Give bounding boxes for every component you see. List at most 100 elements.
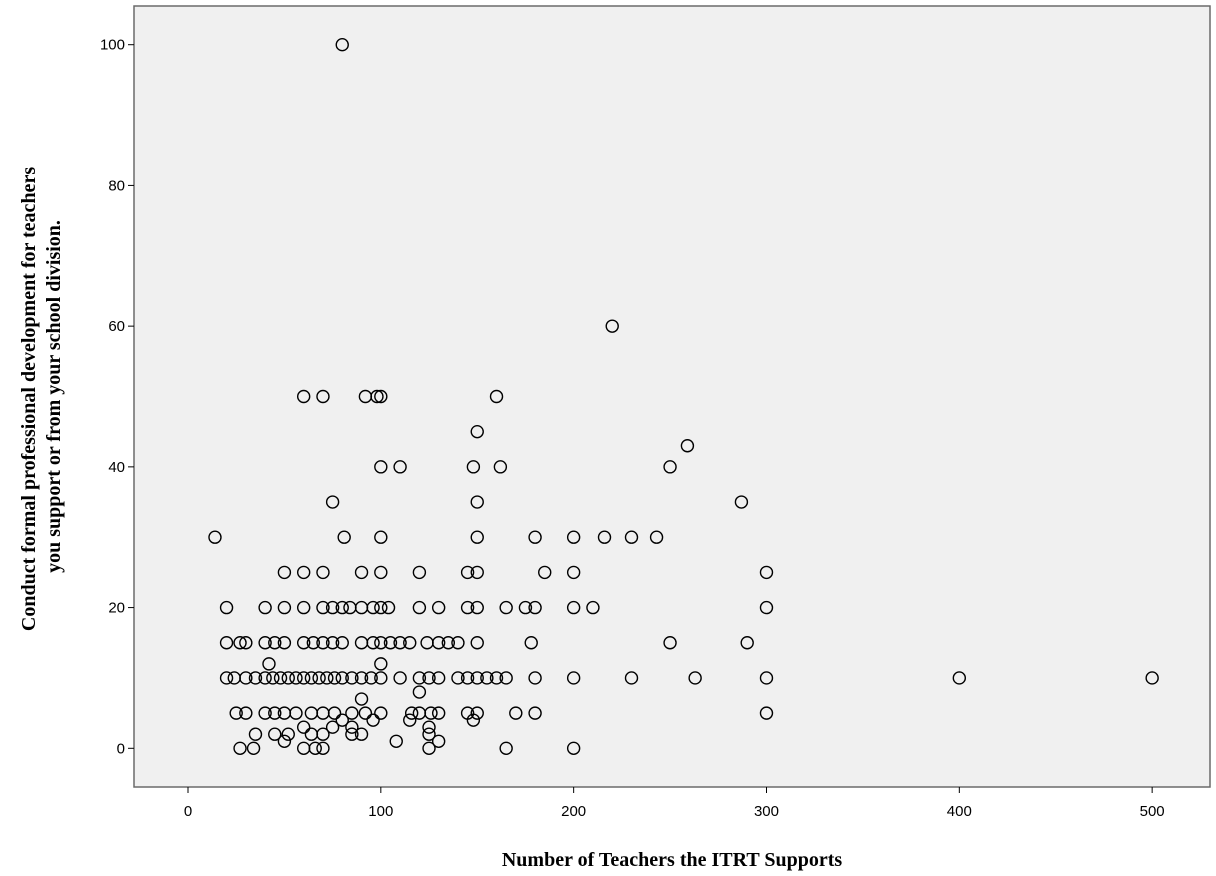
data-point (219, 671, 234, 685)
data-point (470, 600, 484, 615)
data-points (208, 37, 1159, 756)
data-point (316, 565, 330, 580)
data-point (268, 636, 282, 650)
data-point (441, 636, 456, 650)
data-point (470, 530, 484, 544)
data-point (412, 685, 427, 699)
data-point (404, 706, 419, 720)
data-point (412, 565, 427, 580)
data-point (393, 460, 407, 474)
data-point (393, 671, 407, 685)
data-point (304, 671, 319, 685)
data-point (219, 636, 234, 650)
data-point (422, 720, 436, 734)
data-point (277, 636, 292, 650)
data-point (470, 671, 484, 685)
data-point (345, 706, 359, 720)
data-point (320, 671, 334, 685)
data-point (374, 530, 388, 544)
data-point (325, 720, 340, 734)
y-axis: 0 20 40 60 80 100 (100, 37, 134, 757)
data-point (431, 706, 446, 720)
data-point (358, 706, 373, 720)
data-point (422, 727, 436, 741)
data-point (335, 636, 349, 650)
data-point (248, 671, 263, 685)
data-point (403, 636, 417, 650)
data-point (316, 600, 330, 615)
data-point (374, 565, 388, 580)
data-point (528, 530, 542, 544)
data-point (493, 460, 508, 474)
data-point (688, 671, 702, 685)
data-point (466, 460, 481, 474)
data-point (239, 671, 253, 685)
data-point (470, 495, 484, 509)
data-point (1145, 671, 1159, 685)
data-point (335, 600, 349, 615)
plot-area (133, 5, 1211, 788)
data-point (470, 565, 484, 580)
data-point (374, 460, 388, 474)
data-point (233, 741, 247, 756)
data-point (470, 636, 484, 650)
y-tick-label: 60 (108, 318, 125, 335)
data-point (499, 600, 513, 615)
x-tick-label: 300 (754, 803, 779, 820)
data-point (403, 713, 417, 727)
data-point (566, 565, 581, 580)
data-point (281, 671, 295, 685)
data-point (327, 706, 342, 720)
data-point (354, 692, 369, 706)
data-point (470, 424, 484, 439)
data-point (663, 460, 677, 474)
data-point (381, 600, 396, 615)
data-point (480, 671, 494, 685)
x-tick-label: 500 (1140, 803, 1165, 820)
data-point (566, 671, 581, 685)
x-tick-label: 0 (184, 803, 192, 820)
data-point (296, 720, 311, 734)
x-axis-title: Number of Teachers the ITRT Supports (502, 849, 842, 871)
data-point (518, 600, 533, 615)
x-tick-label: 200 (561, 803, 586, 820)
data-point (566, 600, 581, 615)
data-point (258, 636, 272, 650)
data-point (759, 706, 774, 720)
data-point (364, 671, 378, 685)
data-point (424, 706, 438, 720)
data-point (337, 530, 351, 544)
data-point (374, 636, 388, 650)
data-point (296, 565, 311, 580)
data-point (431, 600, 446, 615)
data-point (327, 671, 342, 685)
y-axis-title-line-2: you support or from your school division… (43, 220, 65, 573)
data-point (524, 636, 538, 650)
data-point (268, 706, 282, 720)
data-point (229, 706, 243, 720)
data-point (312, 671, 326, 685)
y-tick-label: 0 (117, 740, 125, 757)
data-point (354, 727, 369, 741)
data-point (431, 734, 446, 748)
data-point (489, 671, 504, 685)
data-point (335, 713, 349, 727)
data-point (489, 389, 504, 404)
data-point (374, 657, 388, 671)
data-point (345, 727, 359, 741)
data-point (289, 706, 303, 720)
data-point (325, 495, 340, 509)
data-point (239, 636, 253, 650)
data-point (624, 671, 639, 685)
data-point (422, 671, 436, 685)
data-point (528, 671, 542, 685)
y-tick-label: 20 (108, 600, 125, 617)
data-point (335, 37, 349, 52)
data-point (451, 671, 465, 685)
data-point (663, 636, 677, 650)
data-point (370, 389, 384, 404)
data-point (246, 741, 261, 756)
data-point (258, 706, 272, 720)
data-point (306, 636, 321, 650)
data-point (624, 530, 639, 544)
